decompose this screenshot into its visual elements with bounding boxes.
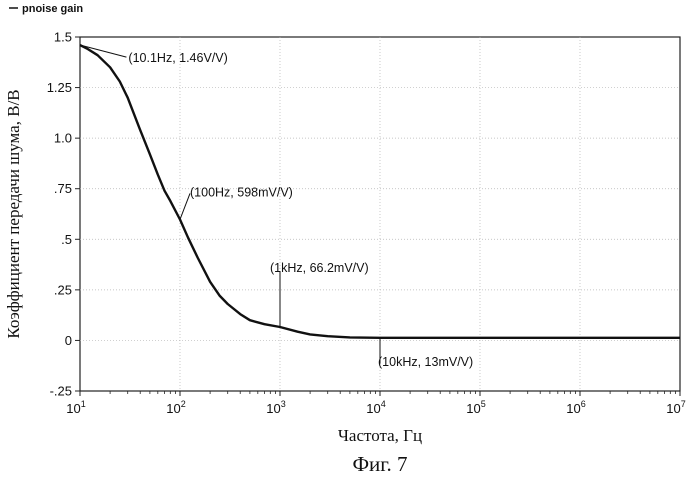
annotation-label: (1kHz, 66.2mV/V) bbox=[270, 261, 369, 275]
annotation: (1kHz, 66.2mV/V) bbox=[270, 261, 369, 327]
x-tick-base: 10 bbox=[66, 401, 80, 416]
x-tick-label: 106 bbox=[566, 399, 585, 416]
figure-caption: Фиг. 7 bbox=[352, 452, 407, 476]
x-tick-base: 10 bbox=[366, 401, 380, 416]
x-tick-base: 10 bbox=[566, 401, 580, 416]
x-tick-exponent: 6 bbox=[581, 399, 586, 409]
annotation: (10kHz, 13mV/V) bbox=[378, 338, 473, 369]
noise-gain-chart: pnoise gain 1.51.251.0.75.5.250-.25 1011… bbox=[0, 0, 699, 477]
y-tick-label: .25 bbox=[54, 282, 72, 297]
y-tick-label: 1.0 bbox=[54, 131, 72, 146]
y-axis-title: Коэффициент передачи шума, В/В bbox=[4, 89, 23, 338]
x-tick-label: 101 bbox=[66, 399, 85, 416]
legend: pnoise gain bbox=[9, 3, 83, 15]
annotation-leader bbox=[180, 193, 190, 219]
y-tick-label: .75 bbox=[54, 181, 72, 196]
annotation-label: (100Hz, 598mV/V) bbox=[190, 185, 293, 199]
x-tick-exponent: 5 bbox=[481, 399, 486, 409]
annotation-label: (10kHz, 13mV/V) bbox=[378, 355, 473, 369]
annotations: (10.1Hz, 1.46V/V) (100Hz, 598mV/V) (1kHz, … bbox=[80, 45, 473, 369]
y-tick-label: 0 bbox=[65, 333, 72, 348]
x-tick-label: 105 bbox=[466, 399, 485, 416]
y-tick-label: -.25 bbox=[50, 384, 72, 399]
y-tick-label: 1.25 bbox=[47, 80, 72, 95]
x-tick-exponent: 3 bbox=[281, 399, 286, 409]
x-tick-base: 10 bbox=[166, 401, 180, 416]
x-axis-title: Частота, Гц bbox=[338, 426, 422, 445]
annotation: (10.1Hz, 1.46V/V) bbox=[80, 45, 227, 65]
x-axis-ticks: 101102103104105106107 bbox=[66, 391, 685, 416]
y-axis-ticks: 1.5 1.25 1.0 .75 .5 .25 0 -.25 bbox=[47, 30, 80, 399]
legend-label: pnoise gain bbox=[22, 3, 83, 15]
annotation: (100Hz, 598mV/V) bbox=[180, 185, 293, 219]
annotation-label: (10.1Hz, 1.46V/V) bbox=[128, 51, 227, 65]
x-tick-base: 10 bbox=[466, 401, 480, 416]
x-tick-exponent: 7 bbox=[681, 399, 686, 409]
x-tick-label: 107 bbox=[666, 399, 685, 416]
x-tick-exponent: 1 bbox=[81, 399, 86, 409]
x-tick-exponent: 4 bbox=[381, 399, 386, 409]
x-tick-label: 103 bbox=[266, 399, 285, 416]
x-tick-label: 104 bbox=[366, 399, 385, 416]
y-tick-label: 1.5 bbox=[54, 30, 72, 45]
x-tick-exponent: 2 bbox=[181, 399, 186, 409]
x-tick-base: 10 bbox=[666, 401, 680, 416]
x-tick-label: 102 bbox=[166, 399, 185, 416]
y-tick-label: .5 bbox=[61, 232, 72, 247]
annotation-leader bbox=[80, 45, 126, 57]
x-tick-base: 10 bbox=[266, 401, 280, 416]
series-line-pnoise-gain bbox=[80, 45, 680, 338]
